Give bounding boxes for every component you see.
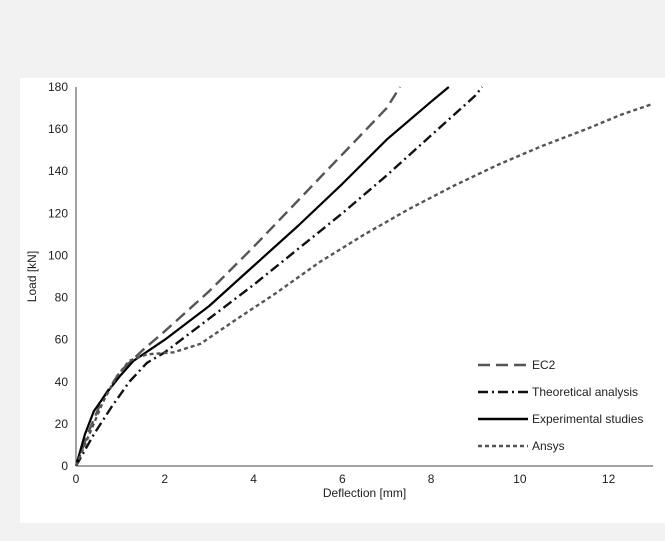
y-tick-label: 140	[48, 164, 68, 178]
x-axis-label: Deflection [mm]	[323, 486, 406, 500]
series-layer	[74, 86, 654, 467]
legend-label: Theoretical analysis	[532, 385, 638, 399]
y-tick-label: 120	[48, 206, 68, 220]
series-line-experimental-studies	[74, 86, 450, 467]
y-tick-labels: 0 20 40 60 80 100 120 140 160 180	[48, 80, 68, 473]
y-tick-label: 0	[61, 459, 68, 473]
series-line-theoretical-analysis	[74, 86, 484, 467]
y-tick-label: 100	[48, 248, 68, 262]
y-tick-label: 160	[48, 122, 68, 136]
legend-label: Ansys	[532, 439, 565, 453]
legend-label: EC2	[532, 358, 556, 372]
y-tick-label: 40	[55, 375, 69, 389]
x-tick-label: 12	[602, 472, 616, 486]
y-axis-label: Load [kN]	[25, 251, 39, 302]
series-line-ec2	[74, 86, 402, 467]
x-tick-label: 8	[428, 472, 435, 486]
legend: EC2 Theoretical analysis Experimental stud…	[478, 358, 643, 453]
y-tick-label: 20	[55, 417, 69, 431]
y-tick-label: 180	[48, 80, 68, 94]
axes	[75, 87, 653, 467]
x-tick-label: 10	[513, 472, 527, 486]
x-tick-label: 4	[250, 472, 257, 486]
x-tick-label: 6	[339, 472, 346, 486]
series-line-ansys	[74, 102, 654, 467]
x-tick-label: 0	[73, 472, 80, 486]
legend-label: Experimental studies	[532, 412, 643, 426]
x-tick-labels: 0 2 4 6 8 10 12	[73, 472, 616, 486]
plot-panel	[20, 78, 665, 523]
x-tick-label: 2	[161, 472, 168, 486]
y-tick-label: 60	[55, 333, 69, 347]
y-tick-label: 80	[55, 291, 69, 305]
